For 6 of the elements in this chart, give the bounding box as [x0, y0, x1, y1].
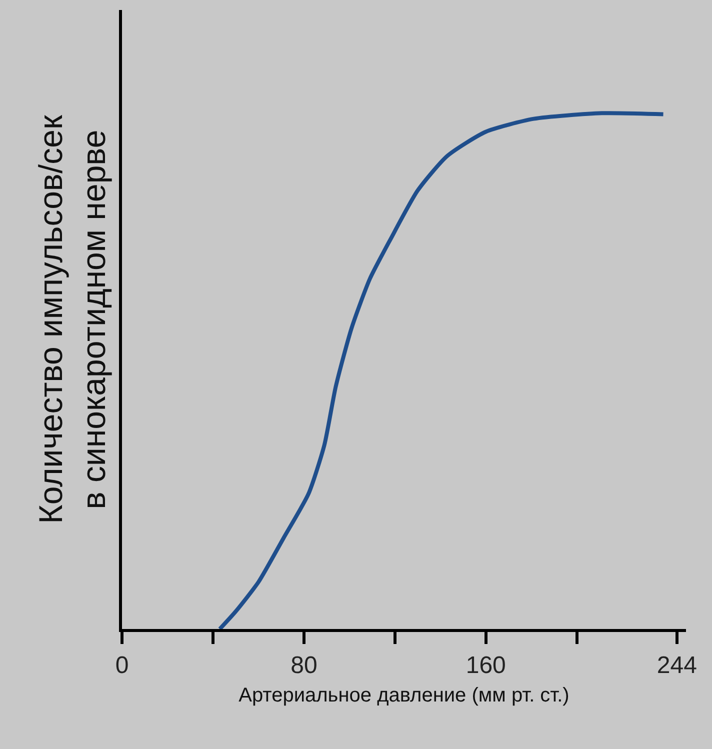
x-tick-label: 80	[290, 652, 318, 679]
x-tick-label: 160	[466, 652, 506, 679]
y-axis-title: Количество импульсов/сек в синокаротидном нерве	[32, 114, 112, 524]
x-tick-label: 0	[115, 652, 129, 679]
x-axis-title: Артериальное давление (мм рт. ст.)	[238, 684, 570, 706]
x-tick-label: 244	[656, 652, 697, 679]
